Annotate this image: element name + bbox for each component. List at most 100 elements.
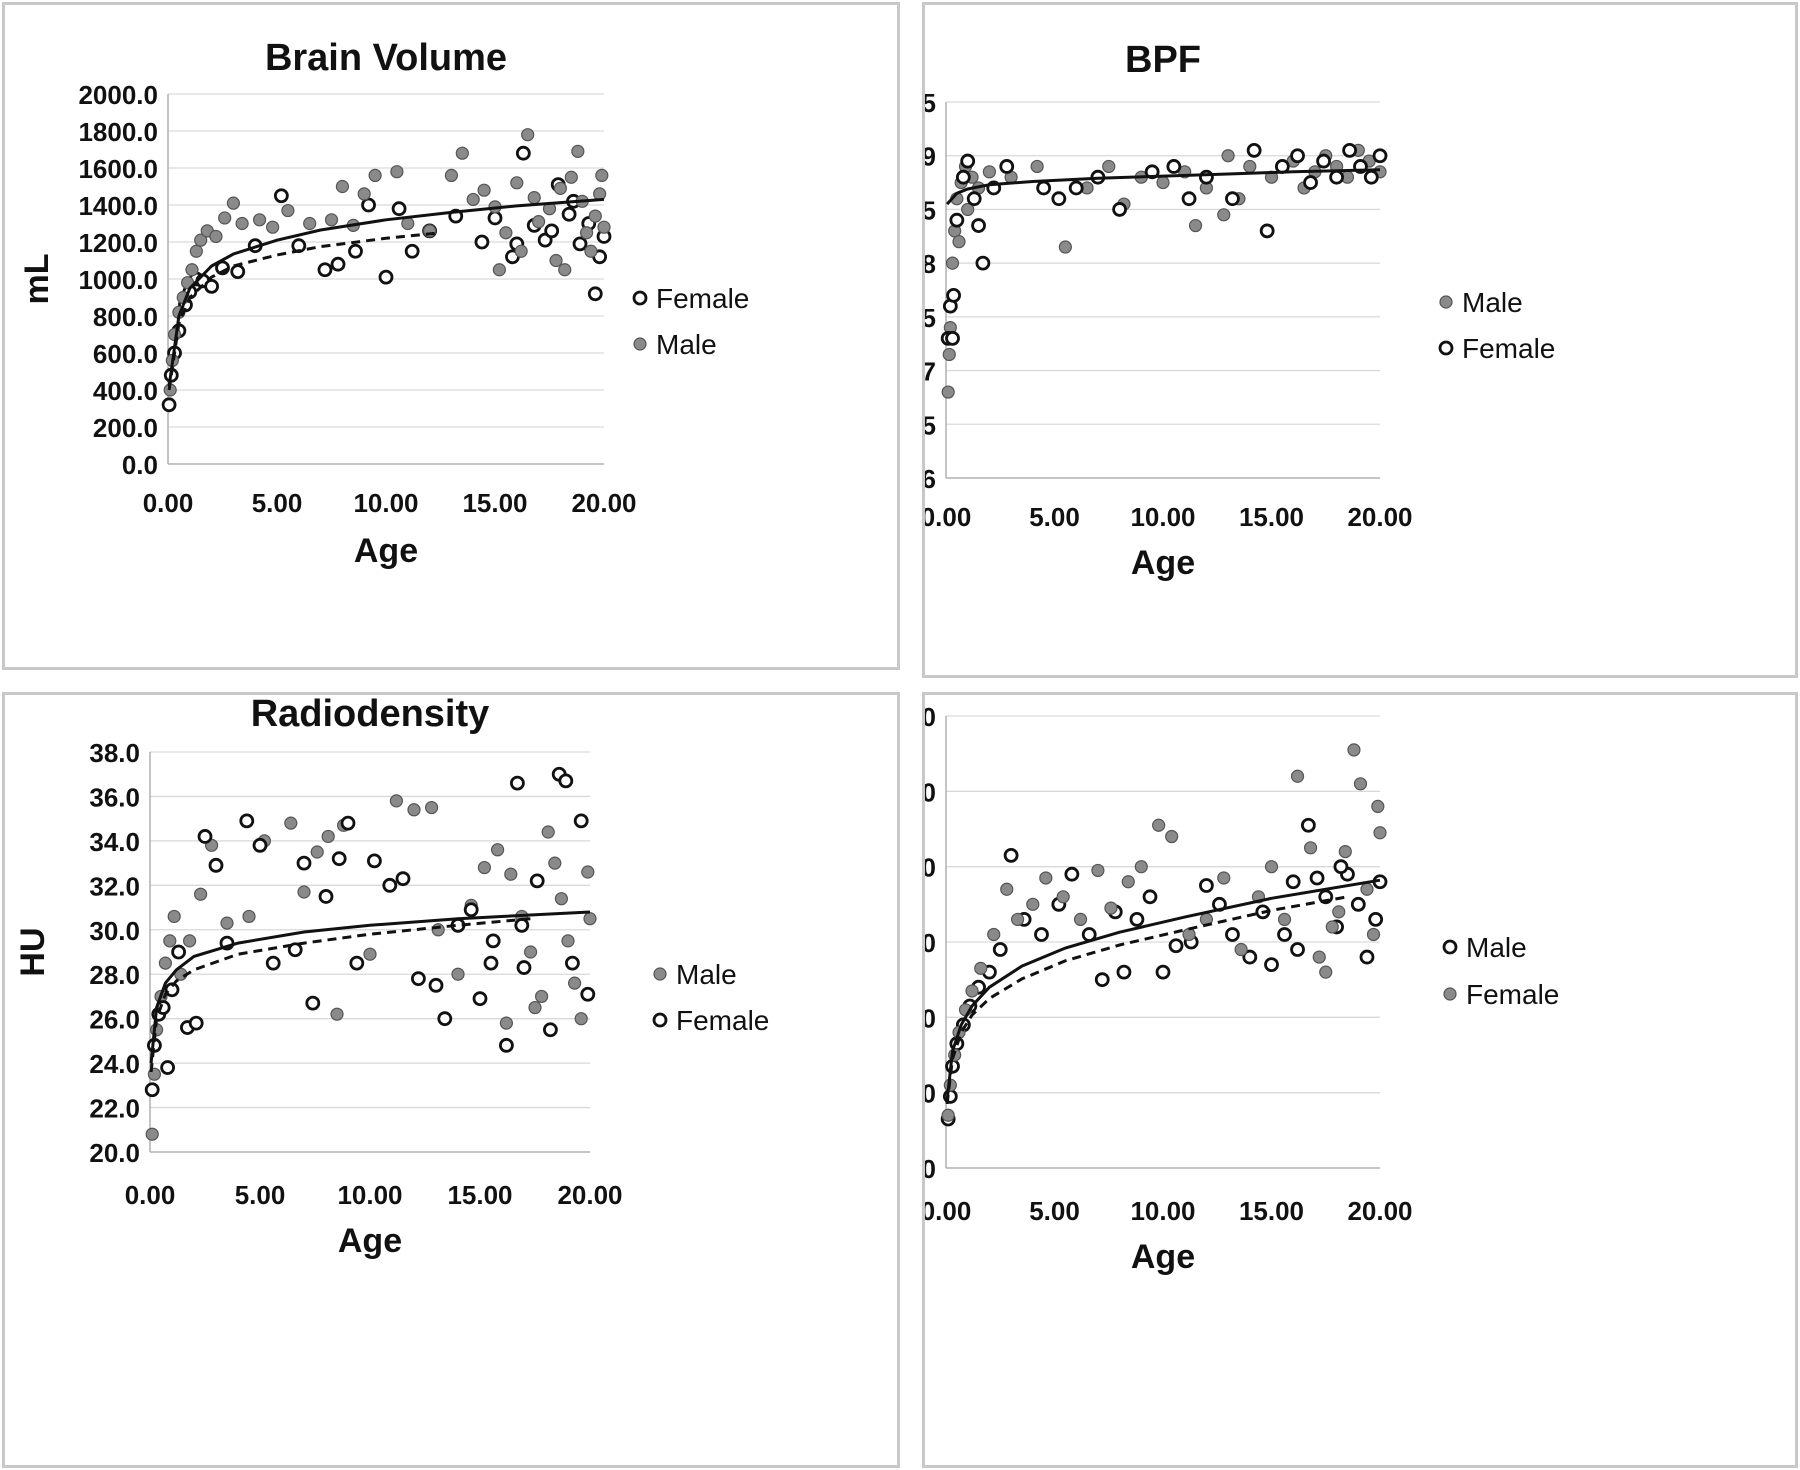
chart-1-fit-curve-solid	[945, 168, 1381, 206]
chart-3-point-female	[1000, 882, 1014, 896]
chart-2-point-female	[265, 955, 281, 971]
chart-3-point-female	[1290, 769, 1305, 783]
chart-3-point-female	[1073, 912, 1088, 926]
chart-3-point-male	[1064, 866, 1080, 882]
chart-2-point-male	[574, 1012, 588, 1026]
chart-0-point-male	[510, 176, 524, 190]
chart-2-point-male	[310, 845, 324, 859]
chart-0-point-male	[477, 183, 491, 197]
chart-2-point-female	[318, 889, 334, 904]
chart-0-point-male	[579, 226, 594, 240]
chart-2-point-male	[491, 843, 505, 857]
chart-2-point-male	[554, 892, 569, 906]
chart-1-x-tick-label: 0.00	[925, 502, 971, 532]
chart-0-point-male	[584, 244, 598, 258]
chart-3-point-male	[1034, 927, 1049, 942]
chart-3-point-female	[1039, 871, 1053, 885]
chart-2-point-male	[561, 934, 575, 948]
chart-1-point-male	[1058, 240, 1072, 254]
chart-2-point-female	[565, 955, 580, 971]
chart-0-point-male	[466, 192, 480, 207]
chart-0-point-female	[348, 243, 363, 259]
chart-0-point-female	[561, 206, 577, 222]
chart-1-x-tick-label: 5.00	[1029, 502, 1080, 532]
chart-1-point-female	[960, 153, 976, 169]
chart-2-point-female	[516, 960, 532, 975]
chart-0-point-male	[514, 244, 528, 258]
chart-1-point-female	[999, 159, 1015, 174]
chart-0-point-male	[281, 203, 295, 218]
chart-0-point-male	[549, 253, 563, 268]
chart-0-point-male	[324, 213, 339, 227]
chart-1-point-female	[971, 218, 986, 233]
chart-3-point-female	[1332, 905, 1346, 919]
chart-3-point-female	[1303, 841, 1318, 855]
chart-2-point-female	[164, 982, 180, 998]
chart-0-y-tick-label: 1800.0	[78, 117, 158, 147]
chart-0-point-male	[218, 211, 232, 225]
chart-2-point-female	[197, 829, 213, 844]
chart-2-point-male	[194, 887, 208, 901]
chart-2-y-tick-label: 30.0	[89, 916, 140, 946]
chart-1-title-line-1: BPF	[1125, 39, 1201, 81]
chart-2-point-female	[252, 837, 268, 853]
chart-1-y-tick-label: 0.8	[925, 249, 936, 279]
chart-1-point-female	[1198, 169, 1214, 185]
chart-3-point-male	[1168, 938, 1184, 954]
chart-3-point-female	[1026, 897, 1040, 911]
chart-2-point-female	[510, 775, 525, 791]
chart-3-point-male	[1309, 870, 1325, 886]
chart-1-legend-label-female: Female	[1462, 333, 1555, 364]
chart-2-x-axis-label: Age	[338, 1222, 402, 1260]
chart-0-point-female	[391, 201, 407, 217]
chart-2-y-axis-label: HU	[14, 927, 52, 976]
chart-3-point-male	[1094, 972, 1110, 988]
chart-3-point-female	[987, 927, 1001, 942]
chart-0-y-axis-label: mL	[18, 254, 56, 305]
chart-3-point-male	[1285, 874, 1301, 890]
chart-0-point-male	[252, 213, 267, 227]
chart-1-point-female	[1290, 148, 1305, 164]
chart-1-y-tick-label: 0.9	[925, 142, 936, 172]
chart-1-point-male	[1030, 159, 1044, 174]
chart-1-x-tick-label: 15.00	[1239, 502, 1304, 532]
chart-0-point-female	[544, 223, 560, 239]
chart-2-point-female	[305, 995, 321, 1011]
chart-2-point-female	[580, 986, 596, 1002]
chart-2-y-tick-label: 34.0	[89, 827, 140, 857]
chart-3-point-male	[992, 942, 1008, 957]
chart-1-point-male	[1221, 149, 1235, 163]
chart-3-point-male	[1277, 927, 1292, 942]
chart-0-point-female	[587, 286, 603, 302]
chart-3-x-tick-label: 10.00	[1130, 1196, 1195, 1226]
chart-2-point-female	[498, 1037, 514, 1053]
chart-2-point-male	[363, 947, 377, 961]
chart-2-point-male	[431, 923, 445, 937]
chart-0-point-male	[455, 146, 469, 160]
chart-0-y-tick-label: 2000.0	[78, 80, 158, 110]
chart-2-y-tick-label: 26.0	[89, 1005, 140, 1035]
chart-3-point-female	[1373, 826, 1387, 840]
chart-0-y-tick-label: 1600.0	[78, 154, 158, 184]
chart-3-legend-label-male: Male	[1466, 932, 1527, 963]
chart-1-point-female	[1303, 175, 1318, 190]
chart-2-legend-label-female: Female	[676, 1005, 769, 1036]
chart-3-x-tick-label: 5.00	[1029, 1196, 1080, 1226]
chart-3-point-female	[1217, 871, 1231, 885]
chart-0-y-tick-label: 1000.0	[78, 265, 158, 295]
chart-1-y-tick-label: 0.7	[925, 357, 936, 387]
chart-0-legend-marker-male	[633, 337, 647, 351]
chart-2-point-female	[366, 853, 382, 869]
chart-1-point-female	[1372, 148, 1388, 164]
chart-3-point-female	[1319, 965, 1333, 979]
chart-0-point-male	[558, 263, 572, 277]
chart-3-fit-curve-dashed	[945, 895, 1348, 1105]
chart-2-y-tick-label: 36.0	[89, 782, 140, 812]
chart-0-title-line-1: Brain Volume	[265, 37, 507, 79]
chart-0-point-male	[521, 128, 535, 142]
chart-3-x-tick-label: 0.00	[925, 1196, 971, 1226]
chart-2-point-female	[573, 813, 589, 829]
chart-0-point-male	[595, 168, 609, 182]
chart-1-point-female	[1329, 169, 1345, 185]
chart-2-x-tick-label: 5.00	[235, 1180, 286, 1210]
